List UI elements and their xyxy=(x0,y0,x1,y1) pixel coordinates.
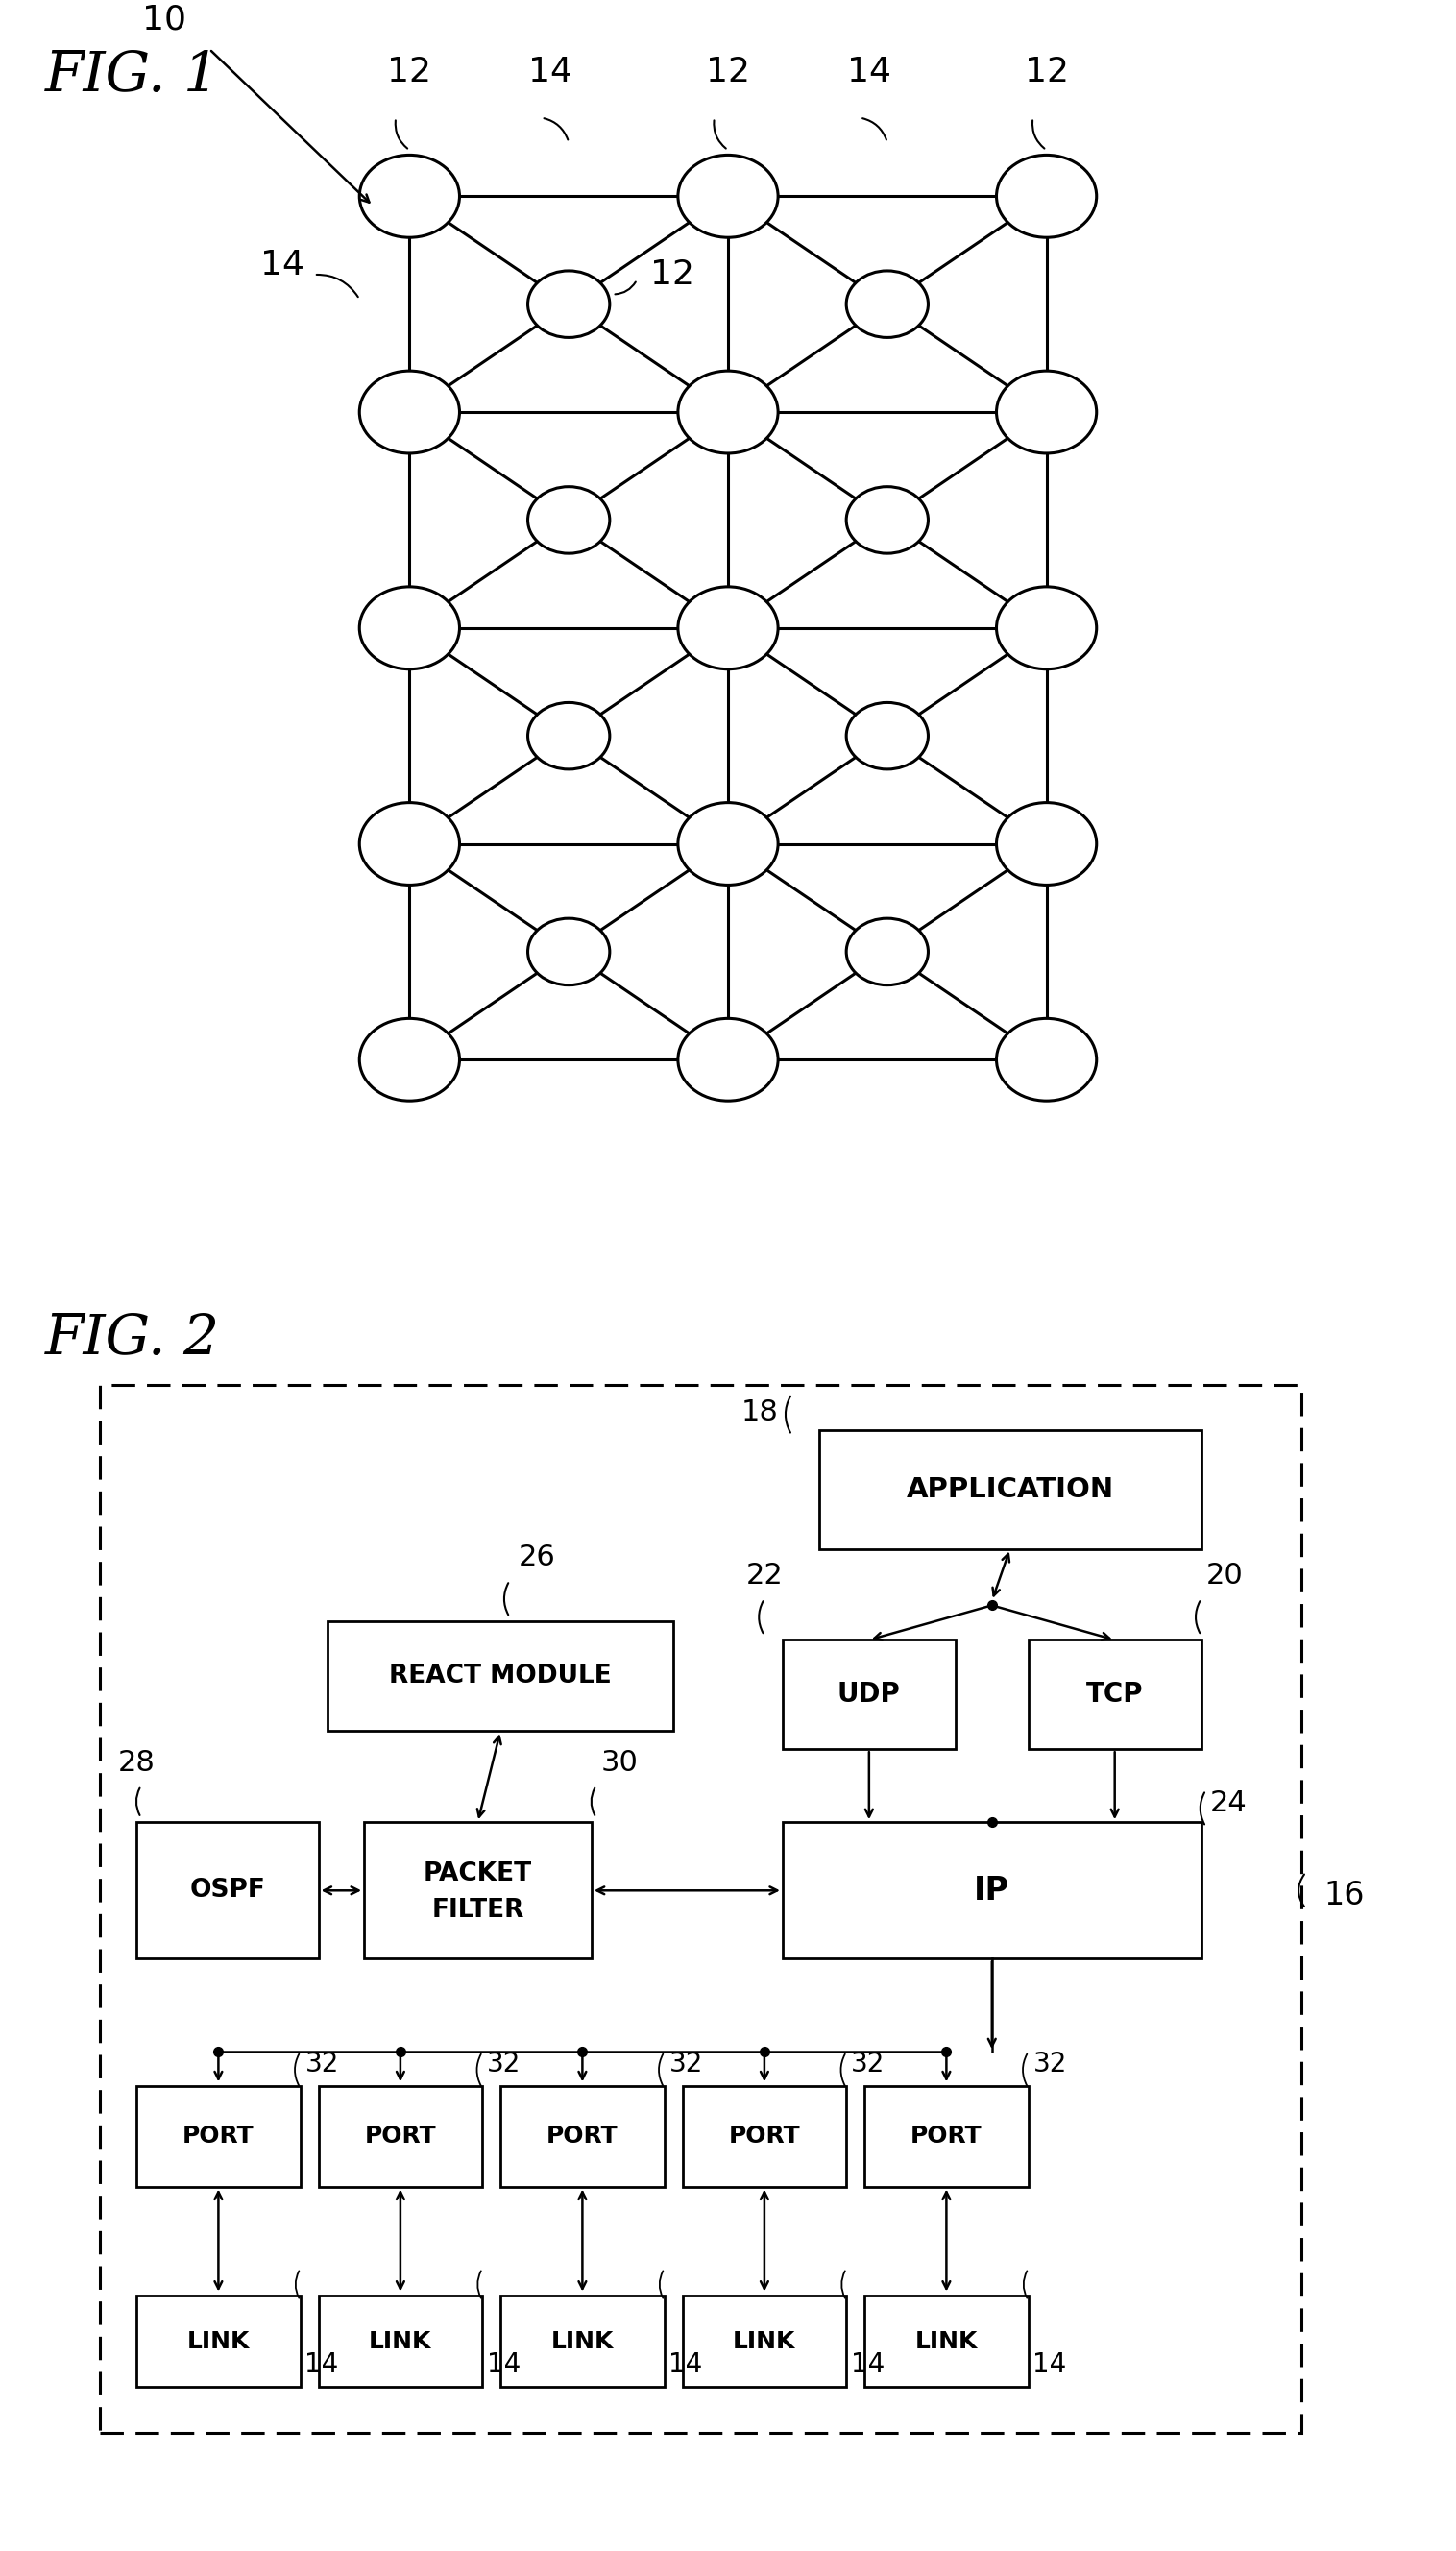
Ellipse shape xyxy=(678,156,778,237)
Bar xyxy=(865,2296,1028,2388)
Text: TCP: TCP xyxy=(1086,1681,1143,1709)
Text: FIG. 2: FIG. 2 xyxy=(45,1311,220,1367)
Text: FILTER: FILTER xyxy=(431,1898,524,1923)
Text: 10: 10 xyxy=(141,3,186,36)
Bar xyxy=(328,1622,673,1732)
Ellipse shape xyxy=(996,587,1096,668)
Text: 32: 32 xyxy=(668,2051,703,2077)
Text: APPLICATION: APPLICATION xyxy=(906,1477,1114,1503)
Bar xyxy=(319,2296,482,2388)
Bar xyxy=(100,1385,1302,2434)
Text: 24: 24 xyxy=(1210,1791,1248,1816)
Text: UDP: UDP xyxy=(837,1681,901,1709)
Text: 12: 12 xyxy=(387,56,431,89)
Text: 30: 30 xyxy=(600,1750,638,1775)
Ellipse shape xyxy=(678,804,778,885)
Text: 20: 20 xyxy=(1206,1561,1243,1589)
Ellipse shape xyxy=(846,918,929,985)
Ellipse shape xyxy=(527,702,610,770)
Ellipse shape xyxy=(996,1018,1096,1102)
Text: LINK: LINK xyxy=(914,2329,978,2352)
Bar xyxy=(364,1821,591,1959)
Text: 32: 32 xyxy=(1032,2051,1067,2077)
Text: OSPF: OSPF xyxy=(189,1878,265,1903)
Ellipse shape xyxy=(846,487,929,554)
Bar xyxy=(783,1640,955,1750)
Text: PORT: PORT xyxy=(910,2125,983,2148)
Text: 26: 26 xyxy=(518,1543,556,1571)
Text: 16: 16 xyxy=(1324,1880,1364,1911)
Ellipse shape xyxy=(996,370,1096,454)
Text: LINK: LINK xyxy=(732,2329,796,2352)
Text: FIG. 1: FIG. 1 xyxy=(45,48,220,105)
Ellipse shape xyxy=(360,370,460,454)
Ellipse shape xyxy=(360,804,460,885)
Text: LINK: LINK xyxy=(186,2329,250,2352)
Text: 14: 14 xyxy=(529,56,572,89)
Ellipse shape xyxy=(678,587,778,668)
Ellipse shape xyxy=(527,918,610,985)
Text: 14: 14 xyxy=(304,2352,339,2378)
Text: IP: IP xyxy=(974,1875,1009,1906)
Text: 32: 32 xyxy=(304,2051,339,2077)
Bar xyxy=(865,2087,1028,2186)
Ellipse shape xyxy=(996,156,1096,237)
Ellipse shape xyxy=(678,370,778,454)
Ellipse shape xyxy=(678,1018,778,1102)
Bar xyxy=(137,1821,319,1959)
Bar xyxy=(683,2296,846,2388)
Ellipse shape xyxy=(996,804,1096,885)
Text: PORT: PORT xyxy=(546,2125,619,2148)
Text: PORT: PORT xyxy=(364,2125,437,2148)
Text: 14: 14 xyxy=(1032,2352,1067,2378)
Text: LINK: LINK xyxy=(550,2329,614,2352)
Text: PORT: PORT xyxy=(182,2125,255,2148)
Text: PORT: PORT xyxy=(728,2125,801,2148)
Bar xyxy=(501,2087,664,2186)
Text: 18: 18 xyxy=(741,1398,778,1426)
Bar xyxy=(137,2296,300,2388)
Bar xyxy=(137,2087,300,2186)
Ellipse shape xyxy=(360,156,460,237)
Bar xyxy=(818,1431,1201,1548)
Text: LINK: LINK xyxy=(368,2329,432,2352)
Ellipse shape xyxy=(360,587,460,668)
Text: REACT MODULE: REACT MODULE xyxy=(389,1663,612,1689)
Text: 14: 14 xyxy=(847,56,891,89)
Text: 14: 14 xyxy=(850,2352,885,2378)
Bar xyxy=(783,1821,1201,1959)
Ellipse shape xyxy=(360,1018,460,1102)
Text: 12: 12 xyxy=(1025,56,1069,89)
Bar xyxy=(501,2296,664,2388)
Text: 28: 28 xyxy=(118,1750,156,1775)
Text: 14: 14 xyxy=(486,2352,521,2378)
Ellipse shape xyxy=(846,270,929,337)
Bar xyxy=(1028,1640,1201,1750)
Text: 12: 12 xyxy=(651,258,695,291)
Bar xyxy=(683,2087,846,2186)
Ellipse shape xyxy=(527,487,610,554)
Text: 14: 14 xyxy=(668,2352,703,2378)
Text: PACKET: PACKET xyxy=(424,1862,531,1888)
Text: 32: 32 xyxy=(486,2051,521,2077)
Text: 22: 22 xyxy=(745,1561,783,1589)
Bar xyxy=(319,2087,482,2186)
Text: 14: 14 xyxy=(261,247,304,281)
Ellipse shape xyxy=(846,702,929,770)
Text: 32: 32 xyxy=(850,2051,885,2077)
Ellipse shape xyxy=(527,270,610,337)
Text: 12: 12 xyxy=(706,56,750,89)
